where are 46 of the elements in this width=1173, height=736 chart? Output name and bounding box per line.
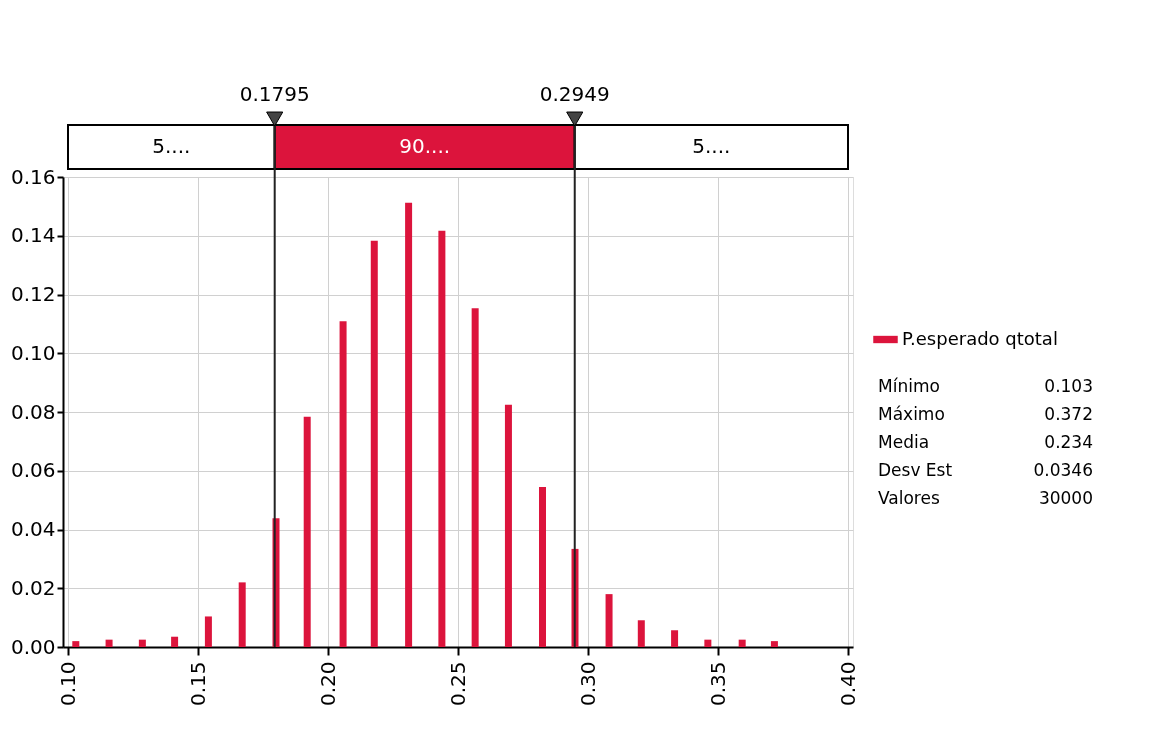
- y-tick-label: 0.16: [10, 164, 56, 189]
- bar: [605, 594, 613, 647]
- text: Media 0.234: [878, 432, 1093, 452]
- text: 90....: [399, 134, 451, 158]
- bar: [770, 641, 778, 647]
- y-tick-label: 0.00: [10, 634, 56, 659]
- bar: [539, 486, 546, 647]
- text: Valores 30000: [878, 488, 1093, 508]
- text: 5....: [152, 134, 191, 158]
- bar: [637, 620, 645, 647]
- bar: [339, 321, 347, 647]
- y-tick-label: 0.02: [10, 575, 56, 600]
- text: 5....: [692, 134, 731, 158]
- y-tick-label: 0.04: [10, 517, 56, 541]
- text: Desv Est 0.0346: [878, 460, 1093, 480]
- x-tick-label: 0.30: [575, 661, 600, 707]
- bar: [471, 308, 479, 647]
- y-tick-label: 0.08: [10, 399, 56, 424]
- bar: [370, 240, 378, 647]
- ref-line-label: 0.2949: [539, 82, 610, 106]
- bar: [138, 639, 146, 647]
- legend-label: P.esperado qtotal: [902, 327, 1058, 349]
- y-tick-label: 0.14: [10, 223, 56, 248]
- text: Máximo 0.372: [878, 404, 1093, 424]
- y-tick-label: 0.06: [10, 458, 56, 483]
- bar: [438, 230, 446, 647]
- bar: [671, 630, 679, 647]
- x-tick-label: 0.35: [705, 661, 730, 707]
- bar: [238, 582, 246, 647]
- bar: [72, 641, 80, 647]
- x-tick-label: 0.15: [185, 661, 210, 707]
- bar: [204, 616, 212, 647]
- bar: [504, 404, 512, 647]
- bar: [704, 639, 712, 647]
- ref-line-label: 0.1795: [239, 82, 310, 106]
- bar: [171, 636, 179, 647]
- bar: [405, 202, 413, 647]
- y-tick-label: 0.10: [10, 340, 56, 365]
- x-tick-label: 0.20: [315, 661, 340, 707]
- y-tick-label: 0.12: [10, 282, 56, 306]
- x-tick-label: 0.25: [445, 661, 470, 707]
- bar: [105, 639, 113, 647]
- bar: [738, 639, 746, 647]
- x-tick-label: 0.40: [835, 661, 860, 707]
- bar: [303, 416, 311, 647]
- text: Mínimo 0.103: [878, 376, 1093, 396]
